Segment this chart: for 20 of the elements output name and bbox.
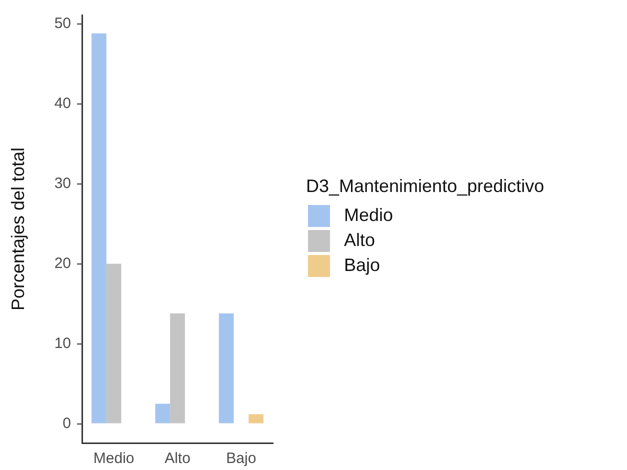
- bar: [248, 414, 264, 424]
- y-tick-label: 10: [54, 334, 71, 352]
- legend-label: Bajo: [344, 255, 380, 276]
- legend-label: Alto: [344, 230, 376, 251]
- x-tick-label: Medio: [93, 450, 134, 468]
- legend-label: Medio: [344, 205, 394, 226]
- bar: [155, 404, 170, 424]
- legend-title: D3_Mantenimiento_predictivo: [306, 176, 544, 197]
- x-tick-label: Bajo: [226, 450, 256, 468]
- y-tick-label: 30: [54, 174, 71, 192]
- x-tick-label: Alto: [164, 450, 190, 468]
- y-tick-label: 0: [62, 414, 71, 432]
- y-tick-label: 20: [54, 254, 71, 272]
- y-tick-label: 50: [54, 14, 71, 32]
- bar: [106, 264, 122, 424]
- bar: [92, 33, 106, 424]
- bar: [170, 313, 185, 424]
- bar: [218, 313, 234, 424]
- y-axis-title: Porcentajes del total: [8, 147, 28, 311]
- y-tick-label: 40: [54, 94, 71, 112]
